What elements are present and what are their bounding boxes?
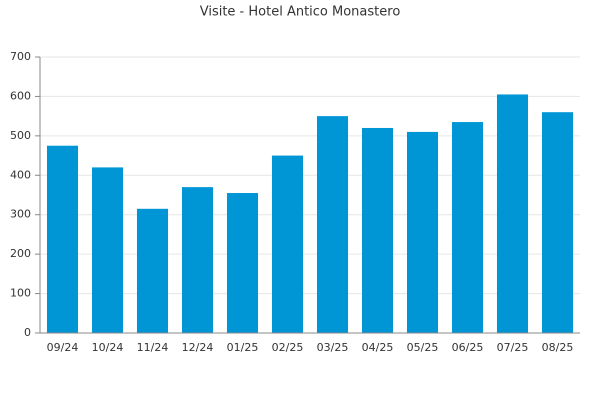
- x-tick-label: 02/25: [272, 341, 304, 354]
- x-tick-label: 10/24: [92, 341, 124, 354]
- bar: [541, 112, 574, 333]
- x-tick-label: 09/24: [47, 341, 79, 354]
- y-tick-label: 200: [10, 247, 31, 260]
- bar: [271, 155, 304, 333]
- bar: [46, 145, 79, 333]
- bar: [496, 94, 529, 333]
- bar: [181, 187, 214, 333]
- y-tick-label: 600: [10, 89, 31, 102]
- x-tick-label: 05/25: [407, 341, 439, 354]
- x-tick-label: 11/24: [137, 341, 169, 354]
- x-tick-label: 01/25: [227, 341, 259, 354]
- bar: [316, 116, 349, 334]
- chart-title: Visite - Hotel Antico Monastero: [200, 5, 401, 20]
- bar: [451, 122, 484, 333]
- y-tick-label: 0: [24, 326, 31, 339]
- x-tick-label: 03/25: [317, 341, 349, 354]
- bar: [406, 131, 439, 333]
- y-tick-label: 500: [10, 129, 31, 142]
- x-tick-label: 06/25: [452, 341, 484, 354]
- y-tick-label: 300: [10, 208, 31, 221]
- x-tick-label: 07/25: [497, 341, 529, 354]
- y-tick-label: 400: [10, 168, 31, 181]
- y-tick-label: 700: [10, 50, 31, 63]
- x-tick-label: 12/24: [182, 341, 214, 354]
- bar: [226, 193, 259, 333]
- bar: [361, 127, 394, 333]
- y-tick-label: 100: [10, 287, 31, 300]
- x-tick-label: 08/25: [542, 341, 574, 354]
- x-tick-label: 04/25: [362, 341, 394, 354]
- bar: [136, 208, 169, 333]
- bar: [91, 167, 124, 333]
